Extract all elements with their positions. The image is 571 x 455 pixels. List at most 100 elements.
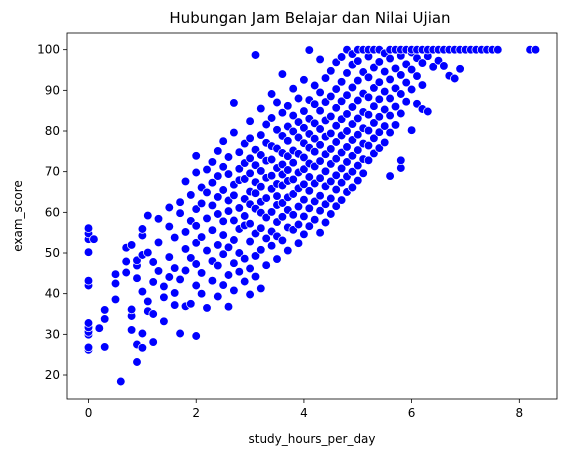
data-point (310, 99, 320, 109)
data-point (358, 168, 368, 178)
data-point (256, 245, 266, 255)
data-point (121, 267, 131, 278)
data-point (417, 80, 428, 90)
data-point (245, 133, 255, 143)
plot-frame (66, 32, 558, 400)
data-point (347, 119, 358, 129)
data-point (347, 102, 358, 112)
data-point (336, 178, 347, 188)
data-point (336, 195, 347, 205)
data-point (202, 245, 212, 256)
data-point (256, 166, 266, 176)
data-point (342, 157, 352, 167)
data-point (191, 259, 201, 269)
data-point (385, 53, 395, 64)
data-point (336, 77, 347, 87)
data-point (320, 73, 331, 83)
data-point (143, 296, 153, 307)
data-point (326, 144, 336, 154)
data-point (374, 112, 384, 122)
data-point (390, 83, 401, 93)
data-point (148, 277, 158, 287)
data-point (213, 209, 223, 219)
data-point (326, 91, 336, 102)
data-point (218, 280, 228, 290)
data-point (256, 150, 266, 160)
data-point (245, 219, 255, 229)
data-point (234, 203, 244, 213)
data-point (245, 236, 255, 247)
data-point (266, 154, 277, 165)
data-point (153, 266, 164, 276)
x-axis-ticks: 0 2 4 6 8 (85, 399, 523, 420)
data-point (256, 130, 266, 140)
data-point (196, 198, 207, 209)
data-point (191, 167, 201, 178)
data-point (315, 173, 325, 183)
data-point (218, 136, 228, 146)
y-tick-label: 50 (45, 246, 60, 260)
data-point (342, 142, 352, 152)
data-point (423, 106, 433, 117)
x-tick-label: 6 (408, 406, 416, 420)
data-point (213, 260, 223, 271)
data-point (218, 162, 228, 172)
data-point (299, 123, 309, 133)
data-point (223, 270, 234, 280)
y-tick-label: 40 (45, 287, 60, 301)
data-point (110, 278, 121, 289)
data-point (530, 45, 541, 55)
data-point (353, 130, 363, 140)
x-tick-label: 0 (85, 406, 93, 420)
data-point (223, 302, 234, 312)
data-point (283, 136, 293, 146)
data-point (175, 197, 185, 207)
data-point (277, 69, 288, 79)
data-point (288, 126, 298, 137)
data-point (326, 193, 336, 204)
data-point (315, 228, 325, 238)
x-tick-label: 2 (192, 406, 200, 420)
data-point (196, 232, 207, 242)
data-point (240, 174, 250, 184)
data-point (320, 199, 331, 209)
data-point (272, 125, 282, 135)
data-point (315, 156, 325, 166)
data-point (310, 215, 320, 225)
data-point (137, 328, 148, 339)
data-point (342, 109, 352, 119)
data-point (218, 249, 228, 259)
data-point (380, 104, 390, 115)
data-point (336, 96, 347, 106)
data-point (406, 125, 417, 135)
data-point (256, 182, 266, 192)
data-point (326, 111, 336, 122)
data-point (218, 216, 228, 226)
data-point (213, 192, 223, 202)
data-point (310, 118, 320, 128)
data-point (369, 101, 379, 111)
data-point (396, 108, 406, 119)
data-point (250, 50, 261, 60)
data-point (272, 191, 282, 201)
data-point (250, 160, 261, 170)
data-point (369, 62, 379, 73)
data-point (315, 87, 325, 98)
data-point (148, 309, 158, 319)
data-point (159, 292, 169, 302)
data-point (218, 230, 228, 240)
data-point (266, 171, 277, 181)
y-tick-label: 90 (45, 83, 60, 97)
data-point (234, 164, 244, 174)
data-point (390, 101, 401, 112)
data-point (277, 159, 288, 170)
data-point (283, 151, 293, 161)
data-point (455, 64, 465, 74)
data-point (240, 254, 250, 264)
data-point (390, 63, 401, 74)
y-tick-label: 100 (37, 43, 60, 57)
data-point (256, 103, 266, 114)
data-point (191, 331, 201, 341)
data-point (213, 146, 223, 156)
data-point (380, 66, 390, 77)
